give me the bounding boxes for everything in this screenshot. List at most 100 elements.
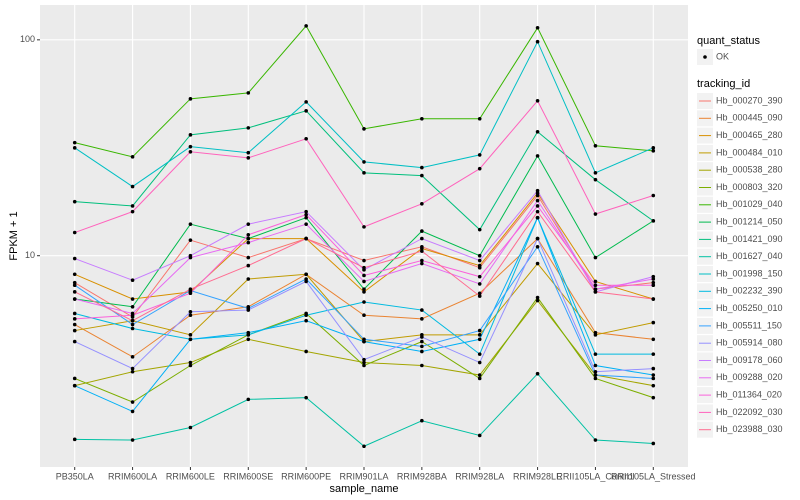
legend-label: Hb_001421_090 <box>716 234 783 244</box>
point <box>246 126 251 130</box>
legend-label: Hb_000484_010 <box>716 147 783 157</box>
point <box>535 39 540 44</box>
x-tick-label: RRIM600LA <box>108 471 157 481</box>
point <box>420 344 424 349</box>
point <box>130 409 135 414</box>
point <box>651 320 656 325</box>
point <box>130 369 135 374</box>
point <box>477 294 482 298</box>
x-tick-label: RRIM928LE <box>513 471 562 481</box>
point <box>535 198 540 203</box>
legend-label: Hb_009288_020 <box>716 372 783 382</box>
point <box>477 360 482 365</box>
point <box>246 240 251 245</box>
point <box>535 154 540 158</box>
point <box>593 438 598 442</box>
point <box>477 166 482 171</box>
point <box>420 258 424 263</box>
point <box>72 376 77 381</box>
point <box>72 297 77 301</box>
point <box>535 371 540 376</box>
point <box>188 425 193 430</box>
point <box>130 204 135 208</box>
point <box>362 160 366 164</box>
point <box>535 129 540 134</box>
point <box>420 201 424 206</box>
point <box>535 98 540 103</box>
point <box>593 352 598 356</box>
points <box>72 24 656 449</box>
point <box>651 395 656 400</box>
point <box>477 376 482 381</box>
point <box>535 261 540 266</box>
legend-label: OK <box>716 51 729 61</box>
point <box>420 349 424 354</box>
legend-label: Hb_001627_040 <box>716 251 783 261</box>
point <box>188 222 193 226</box>
point <box>246 222 251 226</box>
point <box>535 298 540 303</box>
point <box>246 337 251 342</box>
point <box>362 444 366 449</box>
legend: OK Hb_000270_390 Hb_000445_090 Hb_000465_28… <box>697 49 783 438</box>
point <box>477 433 482 438</box>
point <box>535 204 540 208</box>
point <box>651 149 656 153</box>
point <box>651 219 656 223</box>
point <box>246 236 251 241</box>
point <box>362 127 366 131</box>
point <box>130 297 135 301</box>
point <box>72 230 77 235</box>
point <box>535 25 540 30</box>
point <box>246 277 251 281</box>
grid <box>40 5 688 467</box>
point <box>477 373 482 377</box>
point <box>362 171 366 175</box>
legend-label: Hb_000270_390 <box>716 95 783 105</box>
point <box>188 333 193 337</box>
point <box>420 339 424 344</box>
legend-label: Hb_000445_090 <box>716 113 783 123</box>
point <box>130 278 135 283</box>
point <box>420 317 424 321</box>
point <box>246 330 251 335</box>
x-tick-label: PB350LA <box>56 471 94 481</box>
point <box>130 355 135 359</box>
point <box>246 255 251 260</box>
point <box>304 209 308 214</box>
legend-label: Hb_009178_060 <box>716 355 783 365</box>
point <box>420 236 424 241</box>
point <box>535 215 540 220</box>
point <box>362 363 366 368</box>
point <box>420 363 424 368</box>
point <box>477 282 482 286</box>
point <box>188 363 193 368</box>
point <box>72 322 77 327</box>
point <box>477 333 482 337</box>
legend-label: Hb_005250_010 <box>716 303 783 313</box>
y-tick-label: 10 <box>25 250 35 260</box>
point <box>593 373 598 377</box>
point <box>72 146 77 150</box>
point <box>246 156 251 160</box>
point <box>72 199 77 204</box>
point <box>593 287 598 291</box>
point <box>304 109 308 113</box>
point <box>72 437 77 442</box>
point <box>72 317 77 321</box>
point <box>188 97 193 101</box>
point <box>362 273 366 278</box>
point <box>72 256 77 261</box>
point <box>362 360 366 365</box>
point <box>651 193 656 198</box>
point <box>188 291 193 296</box>
point <box>188 287 193 291</box>
point <box>535 209 540 214</box>
point <box>420 335 424 339</box>
point <box>72 140 77 145</box>
point <box>304 236 308 241</box>
point <box>246 397 251 402</box>
point <box>477 352 482 356</box>
point <box>420 246 424 251</box>
point <box>130 322 135 327</box>
